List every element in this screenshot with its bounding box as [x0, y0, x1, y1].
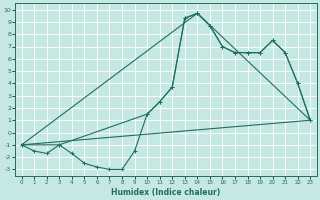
X-axis label: Humidex (Indice chaleur): Humidex (Indice chaleur): [111, 188, 220, 197]
